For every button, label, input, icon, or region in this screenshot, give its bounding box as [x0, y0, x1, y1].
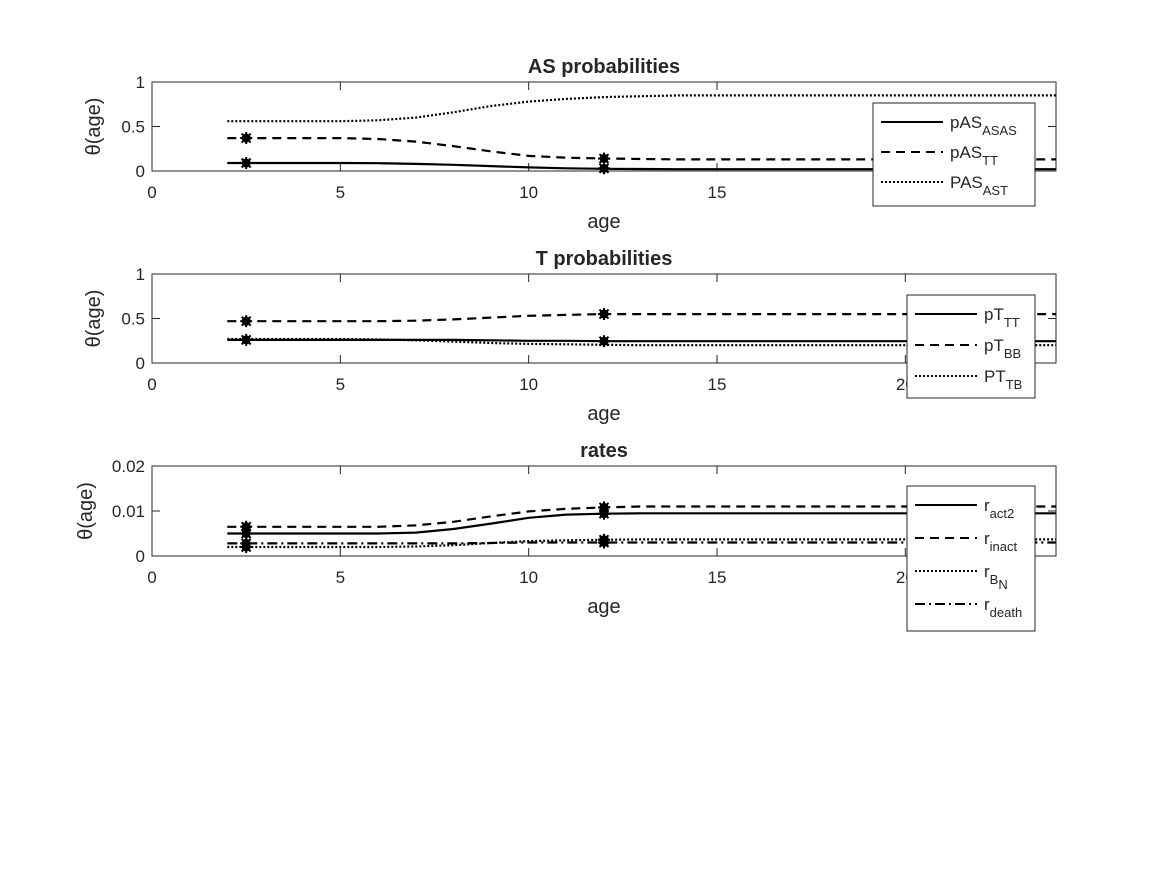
legend-subsubscript: N	[998, 577, 1007, 592]
marker-stroke-d2	[240, 132, 252, 144]
legend-subscript: inact	[990, 539, 1018, 554]
legend-label: pT	[984, 336, 1004, 355]
legend-subscript: B	[990, 572, 999, 587]
marker-stroke-d2	[598, 502, 610, 513]
x-tick-label: 5	[336, 375, 345, 394]
legend-entry-r_inact: rinact	[984, 529, 1018, 554]
marker-stroke-d2	[240, 157, 252, 169]
x-tick-label: 10	[519, 375, 538, 394]
chart-title: T probabilities	[536, 248, 673, 270]
legend-box	[906, 485, 1036, 632]
legend-entry-pAS_ASAS: pASASAS	[950, 113, 1017, 138]
legend-entry-pT_TT: pTTT	[984, 305, 1020, 330]
marker-stroke-d2	[598, 163, 610, 174]
marker-stroke-d2	[598, 153, 610, 164]
y-tick-label: 1	[136, 73, 145, 92]
y-tick-label: 0.01	[112, 502, 145, 521]
x-tick-label: 0	[147, 375, 156, 394]
legend-label: pAS	[950, 113, 982, 132]
legend-subscript: AST	[983, 183, 1008, 198]
y-tick-label: 1	[136, 265, 145, 284]
y-axis-label: θ(age)	[75, 482, 97, 540]
x-tick-label: 15	[708, 568, 727, 587]
y-axis-label: θ(age)	[83, 290, 105, 348]
x-tick-label: 15	[708, 183, 727, 202]
legend-subscript: TT	[982, 153, 998, 168]
legend-subscript: ASAS	[982, 123, 1017, 138]
data-marker-r_death	[598, 536, 610, 549]
marker-stroke-d2	[240, 521, 252, 532]
x-tick-label: 0	[147, 568, 156, 587]
chart-title: AS probabilities	[528, 56, 680, 78]
marker-stroke-d2	[598, 308, 610, 320]
y-tick-label: 0	[136, 162, 145, 181]
x-axis-label: age	[587, 211, 620, 233]
data-marker-pT_BB	[598, 308, 610, 321]
y-axis-label: θ(age)	[83, 98, 105, 156]
x-tick-label: 0	[147, 183, 156, 202]
legend-entry-PAS_AST: PASAST	[950, 173, 1008, 198]
legend-subscript: TB	[1006, 377, 1023, 392]
legend-box	[906, 294, 1036, 399]
x-tick-label: 10	[519, 183, 538, 202]
data-marker-pAS_TT	[240, 132, 253, 145]
y-tick-label: 0.5	[121, 118, 145, 137]
legend-label: pAS	[950, 143, 982, 162]
legend-entry-r_B_N: rBN	[984, 562, 1008, 592]
marker-stroke-d2	[240, 334, 252, 346]
legend-label: r	[984, 496, 990, 515]
series-line-r_death	[227, 541, 1056, 545]
data-marker-pAS_ASAS	[598, 162, 610, 175]
legend-label: r	[984, 595, 990, 614]
legend-label: r	[984, 562, 990, 581]
data-marker-r_inact	[598, 501, 610, 514]
legend-label: pT	[984, 305, 1004, 324]
x-tick-label: 5	[336, 568, 345, 587]
legend-entry-r_death: rdeath	[984, 595, 1022, 620]
legend-subscript: act2	[990, 506, 1015, 521]
legend-subscript: TT	[1004, 315, 1020, 330]
x-tick-label: 5	[336, 183, 345, 202]
legend-label: r	[984, 529, 990, 548]
chart-title: rates	[580, 440, 628, 462]
legend-entry-r_act2: ract2	[984, 496, 1014, 521]
legend-box	[872, 102, 1036, 207]
legend-subscript: BB	[1004, 346, 1021, 361]
y-tick-label: 0.02	[112, 457, 145, 476]
legend-label: PT	[984, 367, 1006, 386]
data-marker-pT_BB	[240, 315, 253, 328]
legend-entry-pT_BB: pTBB	[984, 336, 1021, 361]
x-axis-label: age	[587, 596, 620, 618]
x-tick-label: 15	[708, 375, 727, 394]
marker-stroke-d2	[240, 315, 252, 327]
data-marker-pAS_ASAS	[240, 156, 253, 169]
x-axis-label: age	[587, 403, 620, 425]
data-marker-pT_TT	[240, 333, 253, 346]
y-tick-label: 0	[136, 547, 145, 566]
legend-subscript: death	[990, 605, 1023, 620]
x-tick-label: 10	[519, 568, 538, 587]
data-marker-r_death	[240, 537, 253, 550]
legend-entry-pAS_TT: pASTT	[950, 143, 998, 168]
y-tick-label: 0.5	[121, 310, 145, 329]
data-marker-pAS_TT	[598, 152, 610, 165]
data-marker-r_inact	[240, 520, 253, 533]
y-tick-label: 0	[136, 354, 145, 373]
legend-entry-PT_TB: PTTB	[984, 367, 1022, 392]
marker-stroke-d2	[240, 538, 252, 549]
legend-label: PAS	[950, 173, 983, 192]
marker-stroke-d2	[598, 537, 610, 548]
